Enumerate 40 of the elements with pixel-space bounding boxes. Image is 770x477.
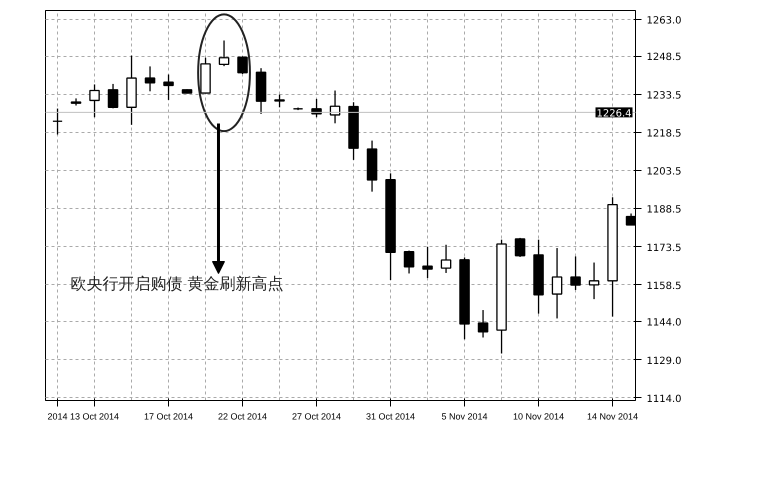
x-tick-label: 17 Oct 2014 — [144, 412, 194, 422]
y-tick-label: 1248.5 — [646, 52, 682, 64]
x-tick-label: 27 Oct 2014 — [292, 412, 342, 422]
candlestick — [108, 83, 118, 109]
candlestick — [274, 94, 285, 108]
x-tick-label: 5 Nov 2014 — [442, 412, 488, 422]
y-tick-label: 1129.0 — [646, 356, 682, 367]
x-tick-label: 2014 — [48, 412, 68, 422]
y-tick-label: 1263.0 — [646, 15, 682, 26]
candlestick — [552, 247, 562, 320]
candlestick — [626, 212, 636, 226]
x-tick-label: 13 Oct 2014 — [70, 412, 120, 422]
candlestick — [514, 237, 526, 258]
x-tick-label: 14 Nov 2014 — [587, 412, 638, 422]
candlestick — [144, 66, 156, 92]
candlestick — [422, 246, 433, 279]
candlestick — [440, 244, 452, 274]
candlestick — [237, 56, 248, 75]
y-tick-label: 1203.5 — [646, 166, 682, 178]
candlestick — [570, 256, 581, 291]
candlestick — [588, 262, 600, 300]
y-tick-label: 1173.5 — [646, 242, 682, 254]
x-tick-label: 22 Oct 2014 — [218, 412, 268, 422]
x-tick-label: 31 Oct 2014 — [366, 412, 416, 422]
x-tick-label: 10 Nov 2014 — [513, 412, 564, 422]
y-tick-label: 1114.0 — [646, 394, 682, 405]
y-tick-label: 1158.5 — [646, 280, 682, 292]
y-tick-label: 1144.0 — [646, 318, 682, 329]
y-tick-label: 1218.5 — [646, 128, 682, 140]
candlestick — [478, 309, 488, 338]
candlestick — [89, 84, 100, 118]
candlestick — [52, 108, 63, 136]
annotation: 欧央行开启购债 黄金刷新高点 — [70, 274, 284, 293]
ref-line-label: 1226.4 — [596, 108, 632, 120]
candlestick — [404, 250, 414, 274]
candlestick — [330, 90, 340, 124]
candlestick — [218, 40, 230, 67]
y-tick-label: 1188.5 — [646, 204, 682, 216]
y-tick-label: 1233.5 — [646, 90, 682, 102]
candlestick — [163, 74, 174, 101]
